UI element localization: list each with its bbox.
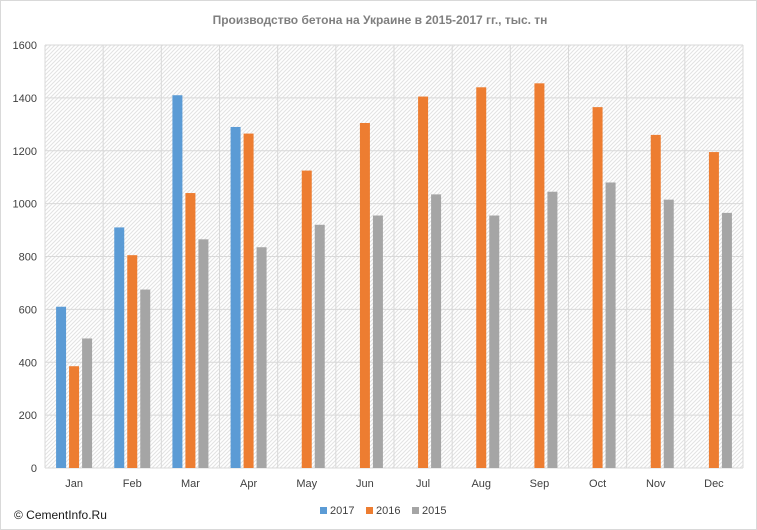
bar-2016-sep: [534, 83, 545, 468]
bar-2016-feb: [127, 255, 138, 468]
bar-2015-apr: [256, 247, 267, 468]
y-tick-labels: 0 200 400 600 800 1000 1200 1400 1600: [13, 40, 37, 475]
bar-2016-dec: [708, 152, 719, 468]
chart-title: Производство бетона на Украине в 2015-20…: [213, 13, 548, 27]
legend-label-2017: 2017: [330, 505, 354, 517]
bar-2016-jan: [69, 366, 80, 468]
legend: 2017 2016 2015: [320, 505, 446, 517]
x-tick-labels: Jan Feb Mar Apr May Jun Jul Aug Sep Oct Nov Dec: [65, 478, 724, 490]
y-tick-label: 1400: [13, 93, 37, 105]
bar-2016-mar: [185, 193, 196, 469]
x-tick-label: Jun: [356, 478, 374, 490]
bar-2015-jul: [431, 194, 442, 468]
x-tick-label: Aug: [471, 478, 491, 490]
bar-2015-mar: [198, 239, 209, 468]
bar-2016-nov: [650, 134, 661, 468]
bar-2015-feb: [140, 289, 151, 468]
bar-2016-oct: [592, 107, 603, 469]
watermark: © CementInfo.Ru: [14, 508, 107, 522]
y-tick-label: 200: [19, 410, 37, 422]
bar-2015-oct: [605, 182, 616, 468]
y-tick-label: 1000: [13, 199, 37, 211]
legend-label-2015: 2015: [422, 505, 446, 517]
legend-swatch-2015: [412, 507, 419, 514]
x-tick-label: Mar: [181, 478, 200, 490]
bar-2016-jul: [418, 96, 429, 468]
y-tick-label: 1600: [13, 40, 37, 52]
y-tick-label: 0: [31, 463, 37, 475]
bar-2015-aug: [489, 215, 500, 468]
bar-2015-sep: [547, 191, 558, 468]
x-tick-label: Sep: [530, 478, 550, 490]
bar-2016-aug: [476, 87, 487, 469]
bar-2016-apr: [243, 133, 254, 469]
x-tick-label: May: [296, 478, 317, 490]
bar-2017-mar: [172, 95, 183, 468]
legend-swatch-2017: [320, 507, 327, 514]
y-tick-label: 400: [19, 357, 37, 369]
bar-2015-may: [314, 224, 325, 468]
y-tick-label: 600: [19, 304, 37, 316]
x-gridlines: [44, 45, 744, 468]
bar-2017-apr: [230, 126, 241, 469]
x-tick-label: Apr: [240, 478, 257, 490]
y-tick-label: 1200: [13, 146, 37, 158]
y-tick-label: 800: [19, 252, 37, 264]
legend-swatch-2016: [366, 507, 373, 514]
bar-2016-jun: [359, 122, 370, 468]
bar-2016-may: [301, 170, 312, 468]
x-tick-label: Feb: [123, 478, 142, 490]
bar-2017-feb: [114, 227, 125, 468]
bars: [56, 83, 732, 469]
bar-2015-jan: [82, 338, 93, 468]
bar-2015-dec: [721, 212, 732, 468]
x-tick-label: Jul: [416, 478, 430, 490]
x-tick-label: Nov: [646, 478, 666, 490]
legend-label-2016: 2016: [376, 505, 400, 517]
bar-2015-nov: [663, 199, 674, 469]
x-tick-label: Oct: [589, 478, 606, 490]
bar-2015-jun: [372, 215, 383, 468]
x-tick-label: Jan: [65, 478, 83, 490]
x-tick-label: Dec: [704, 478, 724, 490]
bar-2017-jan: [56, 306, 67, 468]
